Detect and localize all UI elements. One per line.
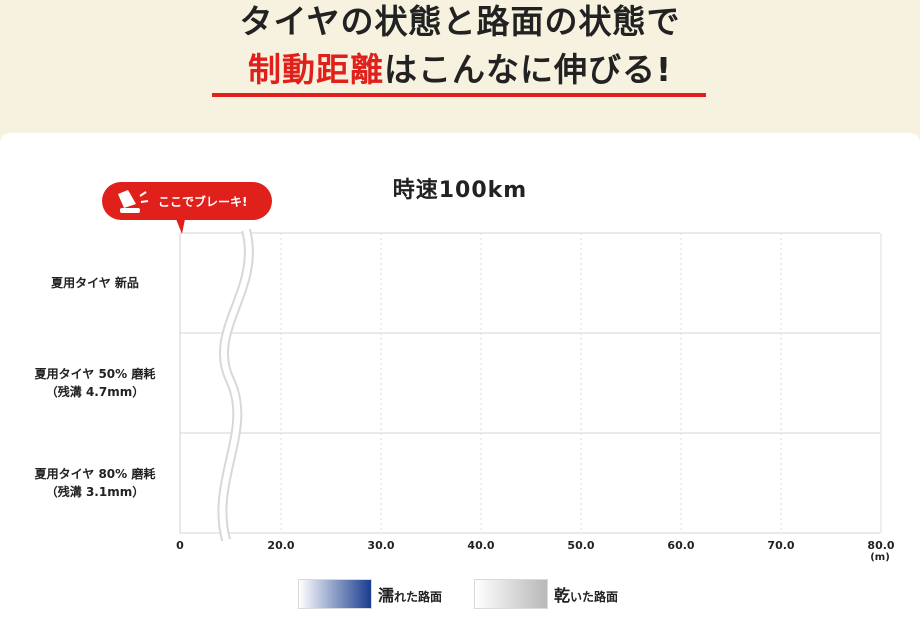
x-tick-label: 0 (176, 539, 184, 552)
headline-line2: 制動距離はこんなに伸びる! (0, 50, 920, 90)
category-label: 夏用タイヤ 新品 (15, 274, 175, 292)
legend-label-dry-tail: いた路面 (570, 590, 619, 604)
legend-label-dry: 乾いた路面 (554, 582, 618, 606)
brake-pedal-icon (118, 190, 149, 213)
legend-label-dry-head: 乾 (554, 586, 571, 605)
brake-badge: ここでブレーキ! (102, 182, 272, 234)
legend-swatch-wet (298, 579, 372, 609)
legend-label-wet-head: 濡 (378, 586, 395, 605)
x-tick-label: 50.0 (567, 539, 594, 552)
headline-rest: はこんなに伸びる! (383, 50, 673, 89)
x-tick-label: 60.0 (667, 539, 694, 552)
category-label: 夏用タイヤ 50% 磨耗 （残溝 4.7mm） (15, 365, 175, 401)
grid-layer (179, 232, 882, 534)
headline-line1: タイヤの状態と路面の状態で (239, 2, 681, 41)
x-tick-label: 30.0 (367, 539, 394, 552)
category-sub: （残溝 3.1mm） (45, 485, 145, 499)
x-tick-label: 20.0 (267, 539, 294, 552)
legend-item-dry: 乾いた路面 (474, 578, 618, 610)
axis-break-wave-inner (219, 229, 252, 541)
category-name: 夏用タイヤ 50% 磨耗 (34, 367, 156, 381)
x-tick-label: 80.0 (867, 539, 894, 552)
headline-underline (212, 93, 706, 97)
tick-layer: 0 20.0 30.0 40.0 50.0 60.0 70.0 80.0 (176, 539, 895, 552)
legend-label-wet-tail: れた路面 (394, 590, 443, 604)
x-tick-label: 40.0 (467, 539, 494, 552)
category-name: 夏用タイヤ 新品 (51, 276, 139, 290)
x-unit-label: (m) (870, 552, 890, 563)
category-sub: （残溝 4.7mm） (45, 385, 145, 399)
category-label: 夏用タイヤ 80% 磨耗 （残溝 3.1mm） (15, 465, 175, 501)
brake-badge-bubble (102, 182, 272, 220)
x-tick-label: 70.0 (767, 539, 794, 552)
headline-emphasis: 制動距離 (247, 50, 384, 89)
axis-break-layer (217, 228, 254, 542)
legend-item-wet: 濡れた路面 (298, 578, 442, 610)
brake-badge-label: ここでブレーキ! (158, 194, 247, 209)
category-name: 夏用タイヤ 80% 磨耗 (34, 467, 156, 481)
legend-swatch-dry (474, 579, 548, 609)
legend-label-wet: 濡れた路面 (378, 582, 442, 606)
chart-title: 時速100km (392, 178, 528, 203)
